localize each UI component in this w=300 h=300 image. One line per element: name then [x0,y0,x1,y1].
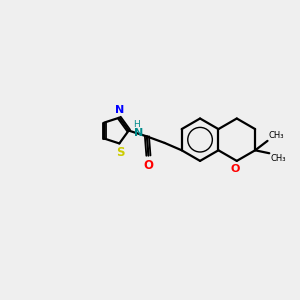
Text: CH₃: CH₃ [268,131,284,140]
Text: S: S [117,146,125,159]
Text: N: N [115,105,124,115]
Text: H: H [133,120,140,129]
Text: O: O [231,164,240,174]
Text: CH₃: CH₃ [270,154,286,163]
Text: N: N [134,128,144,138]
Text: O: O [143,158,153,172]
